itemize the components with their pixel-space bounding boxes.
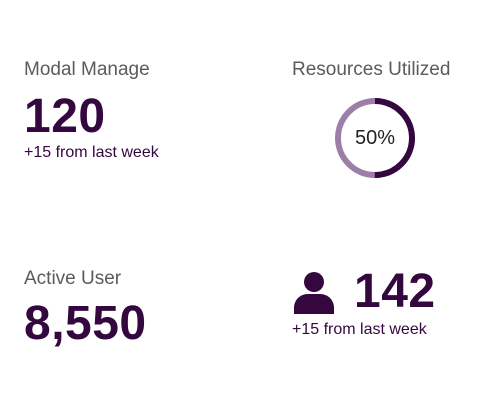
users-row: 142 xyxy=(292,266,436,318)
stat-delta: +15 from last week xyxy=(24,144,159,161)
stat-label: Active User xyxy=(24,268,122,289)
usage-ring-graphic xyxy=(335,98,415,178)
stat-delta: +15 from last week xyxy=(292,321,427,338)
ring-fill xyxy=(335,98,415,178)
stat-card-resources-utilized: Resources Utilized 50% xyxy=(292,59,472,178)
stat-card-users: 142 +15 from last week xyxy=(292,266,436,340)
stat-value: 142 xyxy=(354,265,436,318)
stat-label: Modal Manage xyxy=(24,59,150,80)
usage-ring: 50% xyxy=(333,96,417,180)
stat-value: 120 xyxy=(24,90,106,143)
stat-card-active-user: Active User 8,550 xyxy=(24,268,147,350)
stat-value: 8,550 xyxy=(24,297,147,350)
user-icon xyxy=(294,272,334,314)
stat-label: Resources Utilized xyxy=(292,59,451,80)
usage-percent: 50% xyxy=(354,126,396,149)
stat-card-modal-manage: Modal Manage 120 +15 from last week xyxy=(24,59,159,163)
